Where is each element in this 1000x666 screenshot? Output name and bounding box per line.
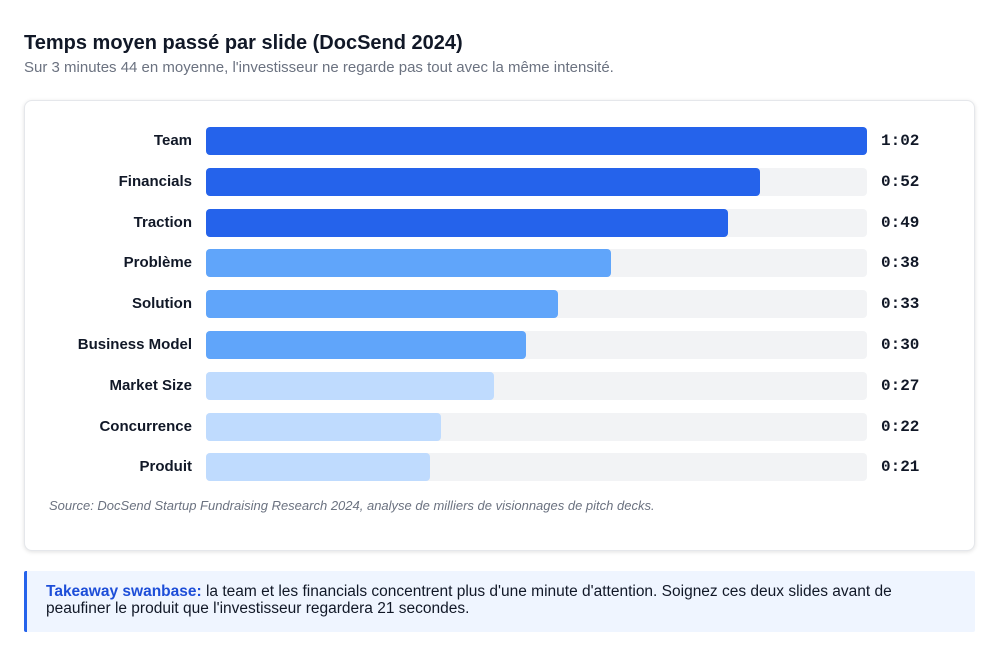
bar-track bbox=[206, 331, 867, 359]
bar-value-label: 0:27 bbox=[881, 376, 920, 395]
bar-label: Solution bbox=[132, 295, 192, 313]
bar-row: Financials 0:52 bbox=[25, 167, 976, 197]
takeaway-callout: Takeaway swanbase: la team et les financ… bbox=[24, 571, 975, 632]
bar-row: Produit 0:21 bbox=[25, 452, 976, 482]
bar-row: Market Size 0:27 bbox=[25, 371, 976, 401]
page-title: Temps moyen passé par slide (DocSend 202… bbox=[24, 32, 463, 54]
takeaway-text: la team et les financials concentrent pl… bbox=[46, 583, 892, 617]
bar-track bbox=[206, 208, 867, 237]
bar bbox=[206, 208, 729, 237]
bar-value-label: 0:22 bbox=[881, 417, 920, 436]
bar bbox=[206, 453, 430, 482]
bar-track bbox=[206, 371, 867, 400]
bar-value-label: 0:49 bbox=[881, 213, 920, 232]
bar-row: Team 1:02 bbox=[25, 126, 976, 156]
bar-row: Problème 0:38 bbox=[25, 248, 976, 278]
bar-row: Concurrence 0:22 bbox=[25, 412, 976, 442]
bar-track bbox=[206, 249, 867, 278]
bar bbox=[206, 371, 494, 400]
bar-row: Business Model 0:30 bbox=[25, 330, 976, 360]
bar-label: Team bbox=[153, 132, 192, 149]
chart-card: Team 1:02 Financials 0:52 Traction 0:49 Problè… bbox=[24, 100, 975, 551]
bar bbox=[206, 167, 761, 196]
bar-label: Market Size bbox=[109, 376, 192, 394]
bar-value-label: 0:30 bbox=[881, 336, 920, 354]
takeaway-lead: Takeaway swanbase: bbox=[46, 583, 202, 600]
bar bbox=[206, 249, 612, 278]
bar-label: Traction bbox=[133, 213, 192, 231]
bar-label: Problème bbox=[123, 254, 192, 272]
bar bbox=[206, 290, 558, 319]
page-subtitle: Sur 3 minutes 44 en moyenne, l'investiss… bbox=[24, 59, 614, 76]
bar-value-label: 0:52 bbox=[881, 172, 920, 191]
bar-value-label: 0:33 bbox=[881, 295, 920, 314]
bar-row: Solution 0:33 bbox=[25, 289, 976, 319]
bar-value-label: 0:38 bbox=[881, 254, 920, 273]
bar-label: Concurrence bbox=[99, 417, 192, 435]
bar-track bbox=[206, 453, 867, 482]
bar-value-label: 0:21 bbox=[881, 458, 920, 477]
bar bbox=[206, 127, 867, 155]
bar-track bbox=[206, 290, 867, 319]
bar-label: Business Model bbox=[77, 336, 192, 353]
bar-label: Financials bbox=[118, 172, 192, 190]
bar bbox=[206, 331, 526, 359]
bar-label: Produit bbox=[139, 458, 193, 476]
bar-track bbox=[206, 127, 867, 155]
bar-row: Traction 0:49 bbox=[25, 208, 976, 238]
bar-value-label: 1:02 bbox=[881, 132, 920, 150]
source-note: Source: DocSend Startup Fundraising Rese… bbox=[49, 498, 655, 513]
bar-track bbox=[206, 167, 867, 196]
bar-track bbox=[206, 412, 867, 441]
bar bbox=[206, 412, 441, 441]
